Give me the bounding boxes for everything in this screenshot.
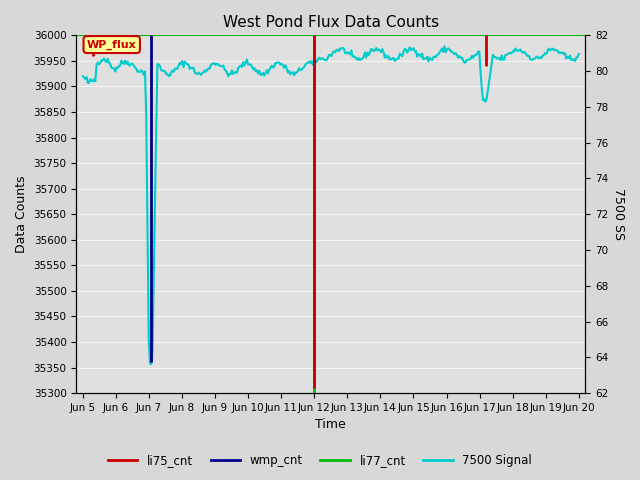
Y-axis label: 7500 SS: 7500 SS <box>612 188 625 240</box>
X-axis label: Time: Time <box>316 419 346 432</box>
Y-axis label: Data Counts: Data Counts <box>15 176 28 253</box>
Title: West Pond Flux Data Counts: West Pond Flux Data Counts <box>223 15 439 30</box>
Legend: li75_cnt, wmp_cnt, li77_cnt, 7500 Signal: li75_cnt, wmp_cnt, li77_cnt, 7500 Signal <box>103 449 537 472</box>
Text: WP_flux: WP_flux <box>87 39 136 50</box>
